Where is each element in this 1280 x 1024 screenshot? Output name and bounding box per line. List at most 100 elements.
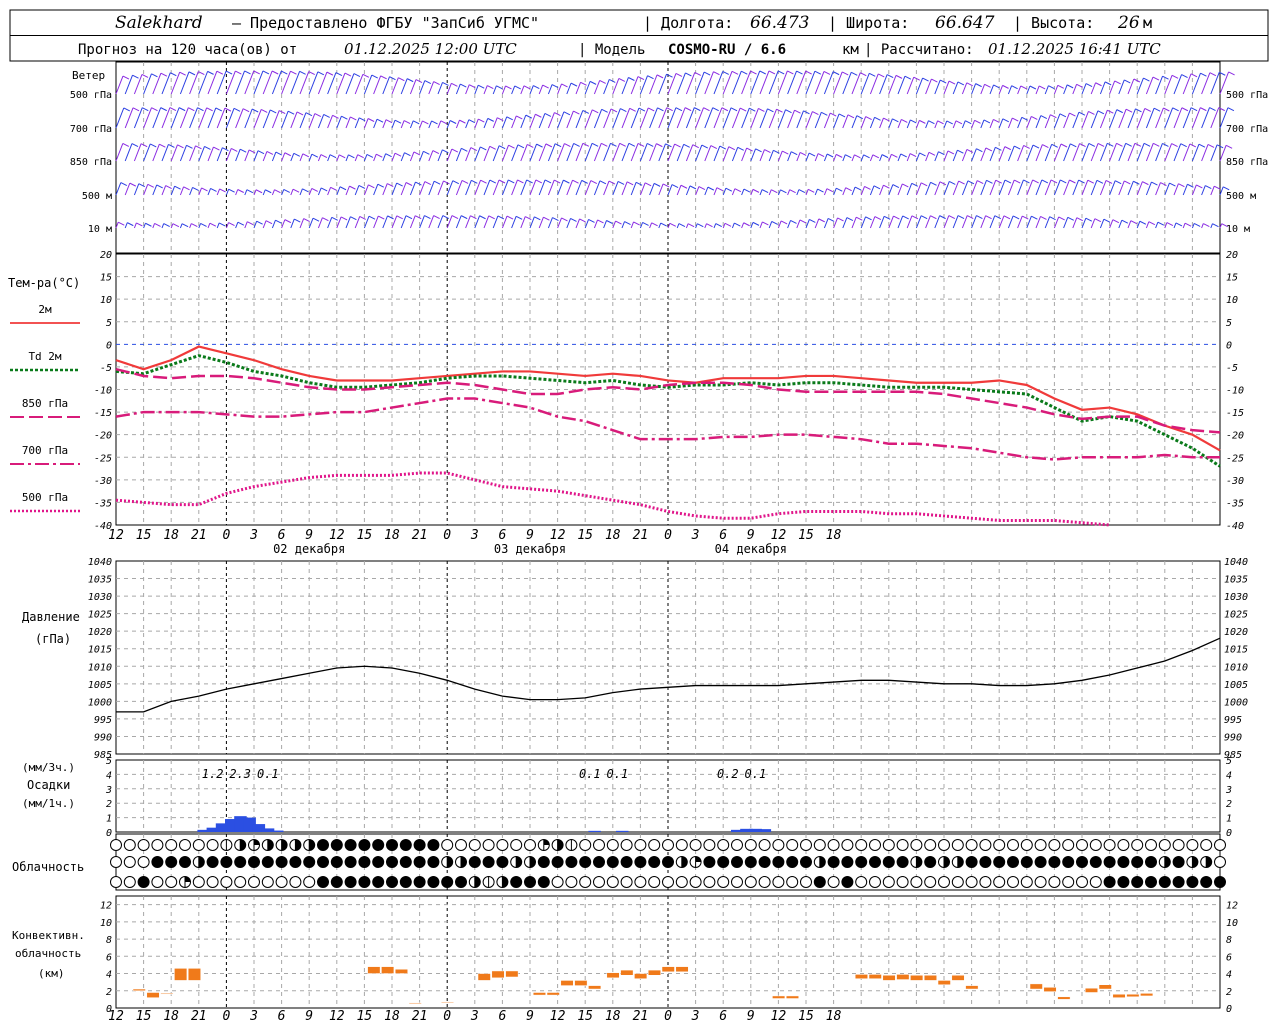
cloud-symbol <box>565 856 578 868</box>
wind-level-label: 850 гПа <box>70 157 112 168</box>
wind-barb-flag <box>544 112 552 117</box>
cloud-symbol-fill <box>530 856 536 862</box>
wind-barb-flag <box>387 215 394 220</box>
wind-barb-flag <box>669 222 677 227</box>
wind-barb <box>1145 181 1152 196</box>
wind-barb-flag <box>292 188 300 193</box>
wind-barb-flag <box>1078 111 1086 116</box>
hour-tick-label: 18 <box>384 1009 400 1024</box>
cloud-symbol <box>110 876 122 888</box>
wind-barb <box>281 70 291 95</box>
convective-bar <box>1029 983 1043 990</box>
wind-barb <box>1007 117 1013 129</box>
wind-barb-flag <box>900 153 907 158</box>
wind-barb-flag <box>731 70 739 75</box>
convective-bar <box>1084 987 1098 993</box>
wind-barb <box>1201 144 1209 162</box>
wind-barb <box>842 72 852 95</box>
wind-barb-flag <box>216 70 224 75</box>
wind-barb <box>520 144 528 162</box>
wind-barb-flag <box>168 144 175 148</box>
hour-tick-label: 6 <box>278 1009 286 1024</box>
wind-barb-flag <box>728 146 735 151</box>
wind-barb-flag <box>957 215 965 220</box>
wind-barb <box>630 182 637 196</box>
wind-barb-flag <box>564 143 571 147</box>
convective-bar <box>868 974 882 979</box>
wind-barb <box>419 120 423 129</box>
cloud-symbol <box>427 839 440 851</box>
convective-bar <box>675 966 689 973</box>
precip-bar <box>758 829 772 832</box>
wind-barb-flag <box>449 120 457 124</box>
wind-barb <box>189 223 192 229</box>
wind-barb <box>290 111 298 129</box>
hour-tick-label: 0 <box>222 1009 230 1024</box>
wind-barb-flag <box>809 218 816 223</box>
wind-barb-flag <box>883 215 891 220</box>
convective-bar <box>546 992 560 996</box>
wind-barb-flag <box>572 179 579 184</box>
wind-barb-flag <box>1085 83 1093 88</box>
cloud-symbol <box>910 839 923 851</box>
cloud-symbol <box>813 876 826 888</box>
wind-barb <box>667 223 671 229</box>
wind-barb <box>225 70 236 95</box>
convective-bar <box>1112 993 1126 998</box>
wind-barb <box>511 216 517 229</box>
wind-barb-flag <box>527 143 534 148</box>
cloud-symbol <box>1007 856 1019 868</box>
wind-barb-flag <box>864 186 871 190</box>
forecast-time: 01.12.2025 12:00 UTC <box>344 40 517 58</box>
hour-tick-label: 0 <box>443 528 451 543</box>
wind-barb <box>1026 144 1034 162</box>
wind-barb <box>989 215 996 229</box>
wind-barb-flag <box>589 80 597 85</box>
wind-barb-flag <box>920 182 928 187</box>
wind-barb-flag <box>497 117 504 122</box>
cloud-symbol <box>151 856 164 868</box>
wind-barb <box>584 143 593 162</box>
wind-barb <box>1118 220 1123 229</box>
wind-barb <box>115 75 124 95</box>
wind-barb <box>547 217 553 229</box>
cloud-symbol <box>1034 839 1047 851</box>
wind-barb-flag <box>335 72 343 76</box>
cloud-symbol <box>151 876 164 888</box>
cloud-symbol <box>731 856 743 868</box>
cloud-symbol <box>289 856 302 868</box>
convective-bar <box>132 988 146 992</box>
temperature-lines <box>115 345 1221 527</box>
wind-barb <box>750 148 757 162</box>
wind-barb <box>170 223 174 229</box>
cloud-symbol <box>993 856 1006 868</box>
wind-barb <box>998 85 1004 95</box>
cloud-symbol <box>496 839 509 851</box>
wind-barb-flag <box>1023 179 1030 184</box>
wind-barb <box>566 218 571 229</box>
cloud-symbol <box>468 856 481 868</box>
temperature-tick: 20 <box>1226 250 1238 261</box>
wind-barb-flag <box>536 143 543 148</box>
cloud-symbol <box>634 839 647 851</box>
wind-barb <box>833 217 838 229</box>
wind-barb <box>860 73 870 95</box>
temperature-tick: 0 <box>1226 340 1232 351</box>
wind-barb-flag <box>1020 85 1027 90</box>
wind-barb-flag <box>358 117 366 122</box>
temperature-tick: 15 <box>100 273 112 284</box>
cloud-symbol <box>993 876 1006 888</box>
temperature-tick: 10 <box>100 295 112 306</box>
wind-barb-flag <box>581 179 588 184</box>
convective-bar <box>560 980 574 986</box>
wind-barb <box>1035 144 1043 162</box>
wind-barb-flag <box>860 72 867 77</box>
wind-barb <box>649 107 658 129</box>
wind-barb <box>1219 145 1227 162</box>
wind-barb <box>143 107 152 129</box>
wind-barb <box>170 107 180 129</box>
wind-barb <box>437 180 444 196</box>
temperature-tick: -30 <box>1226 476 1244 487</box>
wind-barb-flag <box>192 186 199 191</box>
cloud-symbol <box>399 839 412 851</box>
